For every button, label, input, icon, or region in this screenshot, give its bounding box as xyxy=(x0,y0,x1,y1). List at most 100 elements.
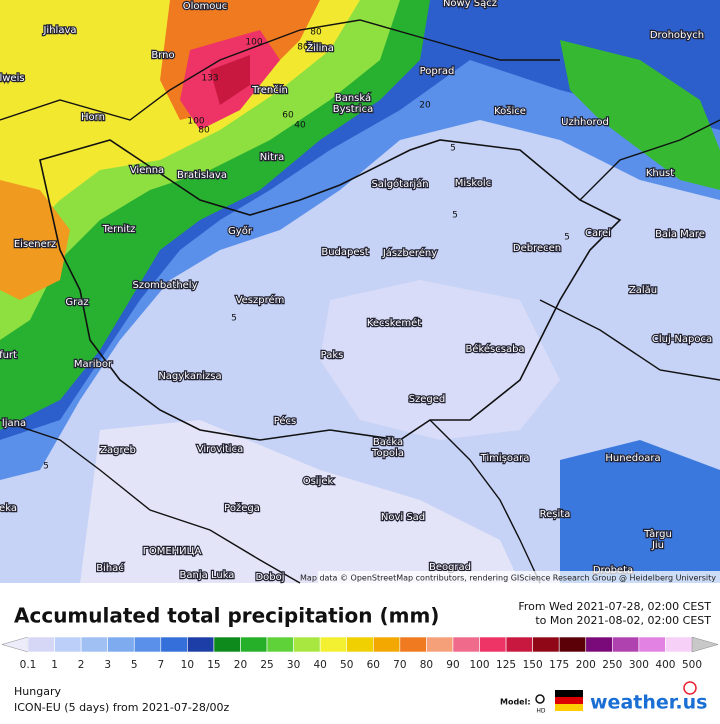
flag xyxy=(555,704,583,711)
city-label: Požega xyxy=(224,502,260,514)
colorbar-label: 3 xyxy=(104,659,111,671)
contour-label: 80 xyxy=(297,43,309,53)
sun-icon xyxy=(683,681,697,695)
colorbar-box xyxy=(160,636,188,653)
city-label: ГОМЕНИЦА xyxy=(143,546,202,557)
city-label: Ternitz xyxy=(102,224,136,235)
city-label: Vienna xyxy=(130,165,164,176)
colorbar-label: 70 xyxy=(393,659,406,671)
city-label: Graz xyxy=(65,297,88,308)
city-label: Novi Sad xyxy=(381,512,425,523)
city-label: Paks xyxy=(321,350,344,361)
city-label: Jászberény xyxy=(382,247,437,259)
contour-label: 100 xyxy=(245,38,262,48)
city-label: Szeged xyxy=(409,394,446,405)
city-label: Poprad xyxy=(420,66,455,77)
colorbar-arrow xyxy=(691,636,719,653)
city-label: Bačka xyxy=(373,436,403,448)
city-label: Trenčín xyxy=(251,84,288,96)
colorbar-label: 50 xyxy=(340,659,353,671)
colorbar-box xyxy=(638,636,666,653)
contour-label: 5 xyxy=(43,462,49,472)
city-label: Horn xyxy=(81,112,105,123)
city-label: lweis xyxy=(0,73,25,84)
colorbar-label: 7 xyxy=(157,659,164,671)
city-label: Békéscsaba xyxy=(465,343,524,355)
colorbar-box xyxy=(80,636,108,653)
colorbar-label: 30 xyxy=(287,659,300,671)
colorbar-box xyxy=(665,636,693,653)
colorbar-box xyxy=(266,636,294,653)
search-icon xyxy=(535,694,545,704)
colorbar-label: 125 xyxy=(496,659,516,671)
city-label: Szombathely xyxy=(132,280,197,291)
colorbar-label: 500 xyxy=(682,659,702,671)
city-label: Cluj-Napoca xyxy=(652,334,712,345)
colorbar-label: 400 xyxy=(655,659,675,671)
city-label: Eisenerz xyxy=(14,239,56,250)
colorbar-box xyxy=(346,636,374,653)
colorbar-label: 1 xyxy=(51,659,58,671)
colorbar-box xyxy=(426,636,454,653)
city-label: Khust xyxy=(646,168,674,179)
colorbar-label: 300 xyxy=(629,659,649,671)
city-label: Jiu xyxy=(651,540,664,551)
city-label: Nowy Sącz xyxy=(443,0,497,9)
city-label: Debrecen xyxy=(513,243,561,254)
date-to: to Mon 2021-08-02, 02:00 CEST xyxy=(535,614,711,627)
city-label: Uzhhorod xyxy=(561,117,609,128)
colorbar-box xyxy=(558,636,587,653)
city-label: Nagykanizsa xyxy=(158,371,221,382)
city-label: Zagreb xyxy=(100,445,136,456)
colorbar-label: 100 xyxy=(469,659,489,671)
colorbar-box xyxy=(585,636,613,653)
colorbar-label: 60 xyxy=(367,659,380,671)
flag xyxy=(555,690,583,697)
flag xyxy=(555,697,583,704)
city-label: Topola xyxy=(371,448,404,459)
city-label: Miskolc xyxy=(455,178,491,189)
city-label: Žilina xyxy=(306,41,334,54)
colorbar-label: 25 xyxy=(260,659,273,671)
city-label: Košice xyxy=(494,105,526,117)
map: Olomouc Nowy Sącz Jihlava Brno Žilina Poprad D… xyxy=(0,0,720,584)
contour-label: 20 xyxy=(419,101,431,111)
contour-label: 133 xyxy=(201,74,218,84)
contour-label: 5 xyxy=(564,233,570,243)
legend-title: Accumulated total precipitation (mm) xyxy=(14,604,439,628)
colorbar-label: 20 xyxy=(234,659,247,671)
city-label: Carei xyxy=(585,228,611,239)
colorbar-arrow xyxy=(1,636,29,653)
colorbar-box xyxy=(479,636,507,653)
colorbar-label: 10 xyxy=(181,659,194,671)
city-label: Jihlava xyxy=(42,25,76,36)
city-label: Banja Luka xyxy=(180,570,235,581)
colorbar-box xyxy=(452,636,480,653)
model-label: Model: xyxy=(500,698,531,707)
colorbar-box xyxy=(532,636,560,653)
city-label: Salgótarján xyxy=(371,178,428,190)
colorbar-label: 15 xyxy=(207,659,220,671)
city-label: Kecskemét xyxy=(367,317,421,329)
city-label: Pécs xyxy=(274,415,297,427)
colorbar-label: 90 xyxy=(446,659,459,671)
hd-label: HD xyxy=(536,708,546,715)
city-label: Reșita xyxy=(540,509,571,520)
contour-label: 5 xyxy=(231,314,237,324)
colorbar-label: 80 xyxy=(420,659,433,671)
city-label: Budapest xyxy=(321,247,368,258)
contour-label: 40 xyxy=(294,121,306,131)
city-label: Győr xyxy=(228,225,253,237)
city-label: Baia Mare xyxy=(655,229,705,240)
colorbar-label: 5 xyxy=(131,659,138,671)
colorbar-box xyxy=(612,636,640,653)
colorbar-box xyxy=(133,636,162,653)
city-label: Hunedoara xyxy=(605,453,660,464)
colorbar-label: 150 xyxy=(523,659,543,671)
city-label: Doboj xyxy=(255,572,284,583)
brand: weather.us xyxy=(590,692,707,714)
contour-label: 5 xyxy=(450,144,456,154)
city-label: Bystrica xyxy=(333,104,373,115)
contour-label: 80 xyxy=(310,28,322,38)
colorbar-box xyxy=(372,636,401,653)
